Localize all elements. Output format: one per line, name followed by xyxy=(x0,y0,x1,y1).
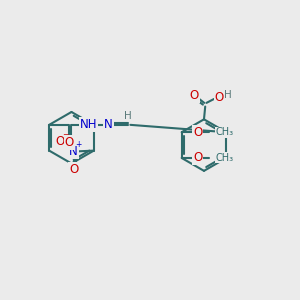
Text: O: O xyxy=(190,89,199,102)
Text: H: H xyxy=(224,90,232,100)
Text: CH₃: CH₃ xyxy=(215,127,233,137)
Text: O: O xyxy=(193,152,202,164)
Text: −: − xyxy=(62,130,69,139)
Text: O: O xyxy=(65,136,74,149)
Text: O: O xyxy=(69,163,78,176)
Text: H: H xyxy=(124,110,132,121)
Text: CH₃: CH₃ xyxy=(215,153,233,163)
Text: O: O xyxy=(56,135,65,148)
Text: NH: NH xyxy=(80,118,97,131)
Text: N: N xyxy=(69,145,78,158)
Text: N: N xyxy=(104,118,113,131)
Text: +: + xyxy=(75,140,82,149)
Text: O: O xyxy=(193,126,202,139)
Text: O: O xyxy=(215,92,224,104)
